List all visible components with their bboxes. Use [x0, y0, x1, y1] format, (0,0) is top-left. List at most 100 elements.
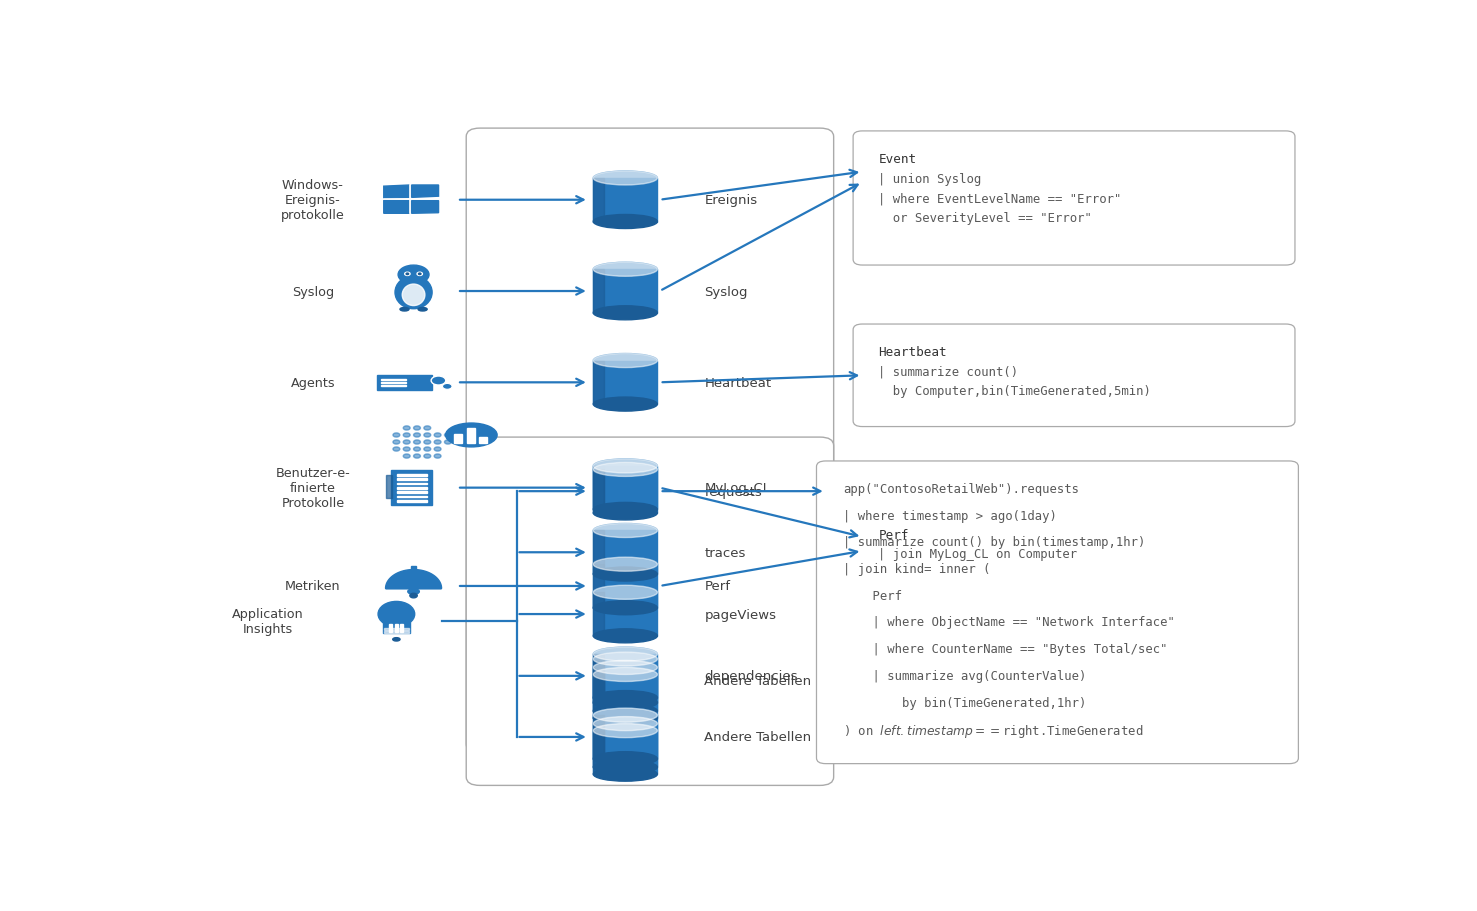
- Ellipse shape: [594, 601, 657, 615]
- Bar: [396, 500, 427, 502]
- Bar: [594, 466, 657, 510]
- Ellipse shape: [594, 761, 657, 774]
- Ellipse shape: [594, 172, 657, 186]
- Text: Andere Tabellen: Andere Tabellen: [705, 674, 811, 688]
- FancyBboxPatch shape: [854, 132, 1295, 266]
- Ellipse shape: [406, 274, 409, 275]
- Polygon shape: [412, 201, 439, 214]
- Bar: [594, 668, 657, 711]
- Text: Windows-
Ereignis-
protokolle: Windows- Ereignis- protokolle: [281, 179, 344, 222]
- Ellipse shape: [594, 704, 657, 718]
- Ellipse shape: [418, 308, 427, 312]
- Polygon shape: [594, 724, 604, 767]
- Polygon shape: [594, 565, 604, 608]
- Ellipse shape: [594, 524, 657, 537]
- Ellipse shape: [424, 455, 431, 458]
- Bar: [594, 675, 657, 718]
- Ellipse shape: [414, 426, 421, 431]
- Bar: [396, 492, 427, 494]
- Ellipse shape: [414, 447, 421, 452]
- Bar: [594, 731, 657, 774]
- Bar: [383, 622, 411, 633]
- Ellipse shape: [393, 638, 400, 641]
- Ellipse shape: [424, 426, 431, 431]
- Bar: [387, 476, 391, 498]
- Text: Agents: Agents: [291, 376, 335, 389]
- Bar: [396, 475, 427, 476]
- Ellipse shape: [434, 440, 442, 445]
- Ellipse shape: [594, 767, 657, 782]
- Bar: [381, 385, 406, 387]
- Bar: [384, 629, 409, 630]
- Bar: [467, 428, 474, 444]
- Ellipse shape: [594, 558, 657, 571]
- Ellipse shape: [445, 440, 452, 445]
- Ellipse shape: [594, 752, 657, 766]
- Ellipse shape: [445, 434, 452, 437]
- Ellipse shape: [431, 376, 446, 385]
- Polygon shape: [412, 186, 439, 199]
- Ellipse shape: [594, 503, 657, 517]
- Bar: [480, 437, 487, 444]
- Bar: [412, 567, 415, 570]
- Ellipse shape: [594, 354, 657, 368]
- Polygon shape: [594, 531, 604, 575]
- Ellipse shape: [594, 709, 657, 722]
- Polygon shape: [594, 361, 604, 404]
- Text: Metriken: Metriken: [285, 579, 341, 593]
- Ellipse shape: [594, 648, 657, 661]
- Ellipse shape: [594, 354, 657, 368]
- Text: Event: Event: [879, 153, 916, 166]
- Text: Perf: Perf: [843, 589, 902, 602]
- Bar: [594, 715, 657, 759]
- Ellipse shape: [594, 215, 657, 230]
- Ellipse shape: [418, 274, 421, 275]
- Ellipse shape: [594, 263, 657, 277]
- Ellipse shape: [594, 668, 657, 681]
- Ellipse shape: [594, 263, 657, 277]
- Ellipse shape: [594, 724, 657, 738]
- Ellipse shape: [414, 434, 421, 437]
- Bar: [381, 379, 406, 381]
- Text: | summarize avg(CounterValue): | summarize avg(CounterValue): [843, 669, 1086, 682]
- Polygon shape: [594, 654, 604, 698]
- Text: Andere Tabellen: Andere Tabellen: [705, 731, 811, 743]
- Ellipse shape: [594, 459, 657, 474]
- Polygon shape: [594, 731, 604, 774]
- Ellipse shape: [594, 709, 657, 722]
- Bar: [455, 435, 462, 444]
- Ellipse shape: [594, 397, 657, 412]
- Text: Benutzer­e-
finierte
Protokolle: Benutzer­e- finierte Protokolle: [275, 466, 350, 509]
- Text: | summarize count(): | summarize count(): [879, 365, 1019, 378]
- Ellipse shape: [403, 434, 411, 437]
- Bar: [400, 624, 403, 632]
- Ellipse shape: [594, 586, 657, 599]
- Ellipse shape: [594, 459, 657, 474]
- Ellipse shape: [394, 277, 433, 310]
- Text: requests: requests: [705, 486, 762, 498]
- Ellipse shape: [594, 306, 657, 321]
- Ellipse shape: [594, 524, 657, 537]
- Ellipse shape: [403, 426, 411, 431]
- Polygon shape: [594, 179, 604, 222]
- Ellipse shape: [594, 691, 657, 705]
- Polygon shape: [594, 668, 604, 711]
- Ellipse shape: [405, 273, 411, 276]
- Bar: [384, 631, 409, 633]
- Bar: [594, 470, 657, 514]
- Ellipse shape: [414, 455, 421, 458]
- Ellipse shape: [393, 447, 400, 452]
- Ellipse shape: [594, 652, 657, 666]
- Polygon shape: [385, 570, 442, 589]
- FancyBboxPatch shape: [467, 129, 833, 752]
- Ellipse shape: [594, 652, 657, 666]
- Text: dependencies: dependencies: [705, 670, 798, 682]
- Bar: [594, 179, 657, 222]
- Polygon shape: [594, 270, 604, 313]
- Bar: [594, 361, 657, 404]
- Bar: [377, 375, 431, 390]
- FancyBboxPatch shape: [854, 324, 1295, 427]
- Ellipse shape: [594, 668, 657, 681]
- FancyBboxPatch shape: [854, 507, 1295, 589]
- Polygon shape: [384, 186, 409, 199]
